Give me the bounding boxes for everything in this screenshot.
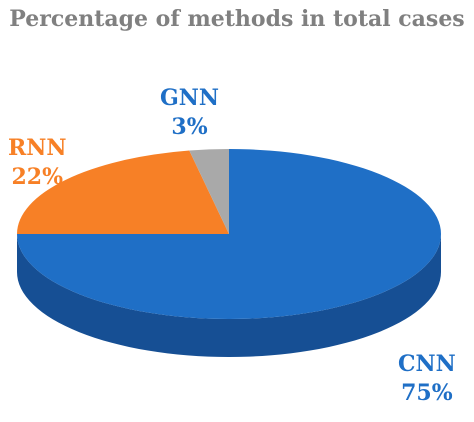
slice-label-cnn: CNN 75% [398, 350, 456, 408]
slice-name-rnn: RNN [8, 135, 67, 161]
slice-label-gnn: GNN 3% [160, 84, 219, 142]
slice-percent-gnn: 3% [171, 114, 208, 140]
slice-name-cnn: CNN [398, 351, 456, 377]
pie-slice-rnn [17, 150, 229, 234]
chart-title: Percentage of methods in total cases [9, 6, 465, 32]
slice-percent-rnn: 22% [11, 164, 64, 190]
slice-name-gnn: GNN [160, 85, 220, 111]
slice-percent-cnn: 75% [401, 380, 453, 406]
pie-slice-gnn [189, 149, 229, 234]
slice-label-rnn: RNN 22% [8, 134, 67, 192]
pie-side-cnn [17, 234, 441, 357]
